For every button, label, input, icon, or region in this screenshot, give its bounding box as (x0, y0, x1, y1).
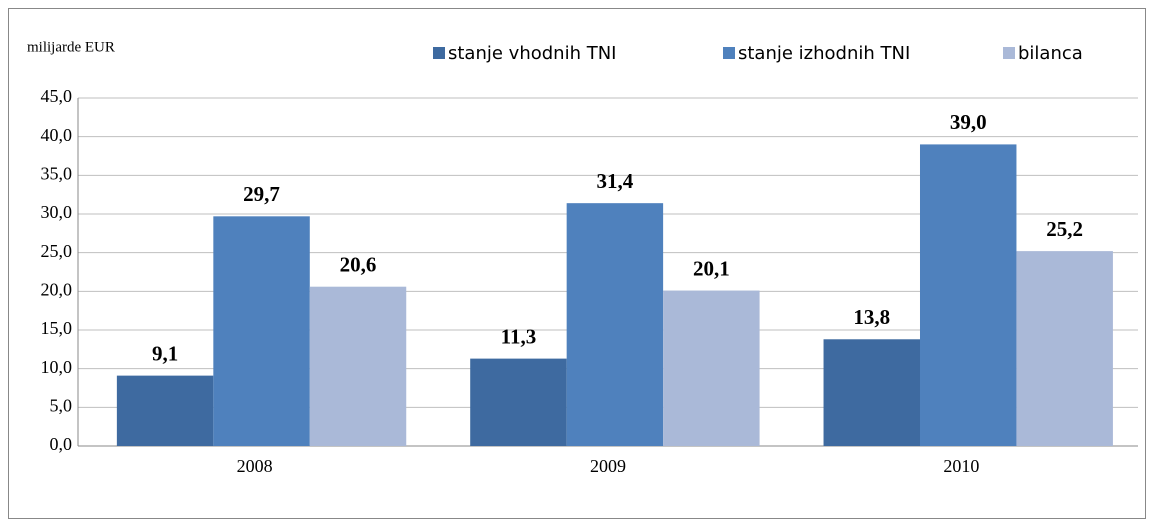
y-axis-label: milijarde EUR (27, 39, 115, 55)
value-label: 11,3 (501, 324, 537, 348)
bar (1016, 251, 1113, 446)
value-label: 20,1 (693, 256, 730, 280)
x-tick-label: 2009 (590, 456, 626, 476)
chart-border (8, 8, 1146, 519)
value-label: 25,2 (1046, 217, 1083, 241)
legend-swatch (723, 47, 735, 59)
legend-label: bilanca (1018, 43, 1083, 64)
legend-swatch (1003, 47, 1015, 59)
value-label: 13,8 (853, 305, 890, 329)
y-tick-label: 40,0 (41, 125, 73, 145)
value-label: 29,7 (243, 182, 280, 206)
y-tick-label: 35,0 (41, 163, 73, 183)
bar (663, 290, 760, 446)
legend-label: stanje izhodnih TNI (738, 43, 910, 64)
bar (213, 216, 310, 446)
y-tick-label: 25,0 (41, 241, 73, 261)
bar (919, 144, 1017, 446)
value-label: 31,4 (597, 169, 634, 193)
legend-swatch (433, 47, 445, 59)
bar (823, 339, 920, 446)
bar (309, 286, 407, 446)
x-tick-label: 2010 (943, 456, 979, 476)
legend-label: stanje vhodnih TNI (448, 43, 616, 64)
x-tick-label: 2008 (237, 456, 273, 476)
y-tick-label: 5,0 (50, 395, 73, 415)
value-label: 20,6 (340, 253, 377, 277)
y-tick-label: 10,0 (41, 357, 73, 377)
y-tick-label: 20,0 (41, 279, 73, 299)
bar (116, 375, 214, 446)
y-tick-label: 0,0 (50, 434, 73, 454)
y-tick-label: 30,0 (41, 202, 73, 222)
value-label: 39,0 (950, 110, 987, 134)
y-tick-label: 15,0 (41, 318, 73, 338)
y-tick-label: 45,0 (41, 86, 73, 106)
bar (470, 358, 567, 446)
bar (566, 203, 664, 446)
value-label: 9,1 (152, 341, 178, 365)
